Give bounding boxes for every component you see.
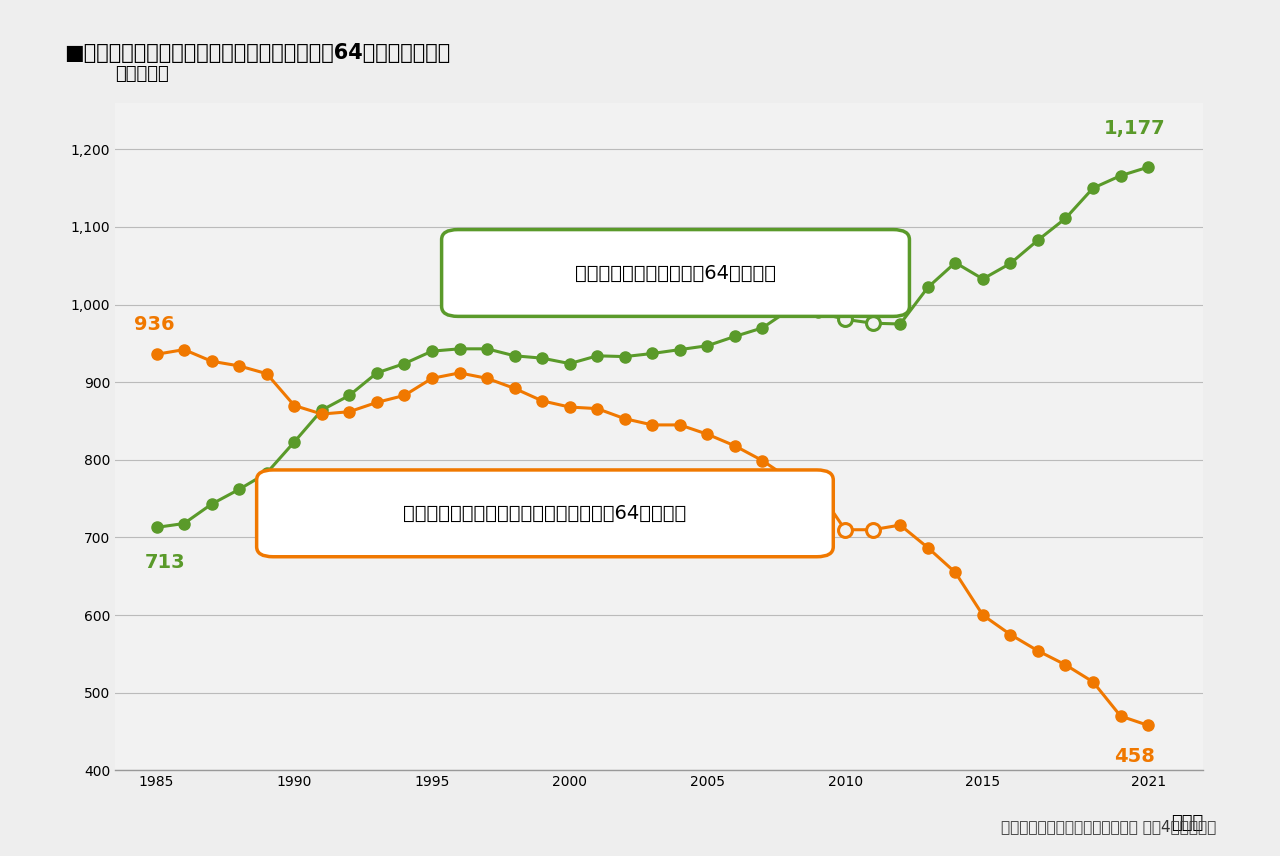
Text: 雇用者の共働き世帯（妻64歳以下）: 雇用者の共働き世帯（妻64歳以下） xyxy=(575,264,776,282)
Text: （年）: （年） xyxy=(1171,814,1203,832)
FancyBboxPatch shape xyxy=(442,229,909,317)
Text: 男性雇用者と無業の妻から成る世帯（妻64歳以下）: 男性雇用者と無業の妻から成る世帯（妻64歳以下） xyxy=(403,504,686,523)
Text: 出典：内閣府「男女共同参画白書 令和4年版」より: 出典：内閣府「男女共同参画白書 令和4年版」より xyxy=(1001,819,1216,835)
Text: （万世帯）: （万世帯） xyxy=(115,65,169,83)
Text: 713: 713 xyxy=(145,553,186,572)
FancyBboxPatch shape xyxy=(256,470,833,556)
Text: 936: 936 xyxy=(134,315,175,334)
Text: ■共働き世帯数と専業主婦世帯数の推移（妻が64歳以下の世帯）: ■共働き世帯数と専業主婦世帯数の推移（妻が64歳以下の世帯） xyxy=(64,43,451,62)
Text: 1,177: 1,177 xyxy=(1103,119,1165,138)
Text: 458: 458 xyxy=(1114,747,1155,766)
